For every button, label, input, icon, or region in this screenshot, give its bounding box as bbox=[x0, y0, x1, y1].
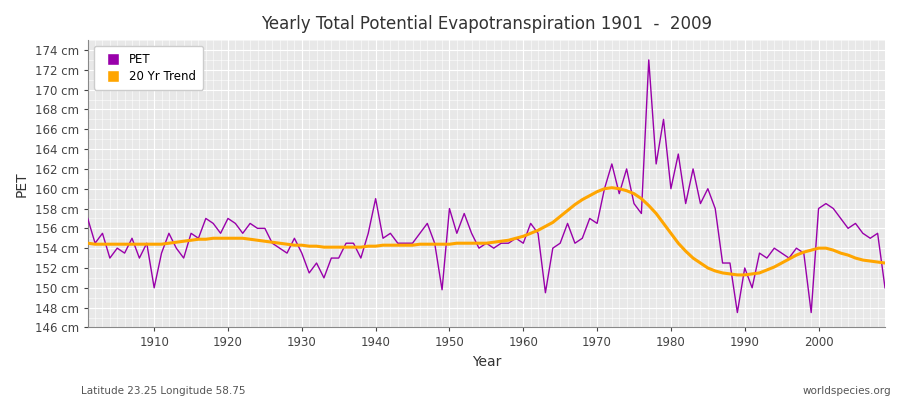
Text: Latitude 23.25 Longitude 58.75: Latitude 23.25 Longitude 58.75 bbox=[81, 386, 246, 396]
Y-axis label: PET: PET bbox=[15, 171, 29, 196]
X-axis label: Year: Year bbox=[472, 355, 501, 369]
Title: Yearly Total Potential Evapotranspiration 1901  -  2009: Yearly Total Potential Evapotranspiratio… bbox=[261, 15, 712, 33]
Legend: PET, 20 Yr Trend: PET, 20 Yr Trend bbox=[94, 46, 203, 90]
Text: worldspecies.org: worldspecies.org bbox=[803, 386, 891, 396]
